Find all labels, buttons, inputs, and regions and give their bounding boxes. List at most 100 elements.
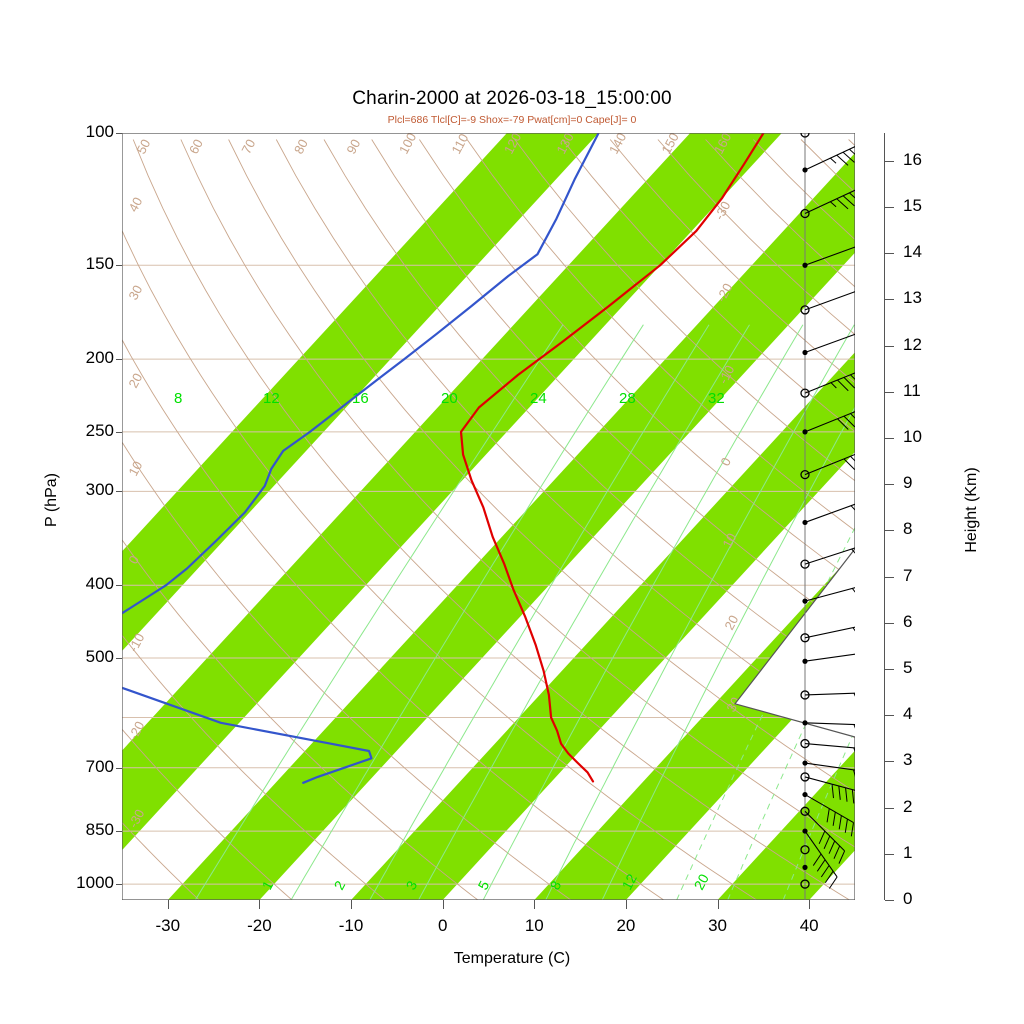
isotherm-band [167,133,855,900]
height-tick-label: 3 [903,750,913,770]
mixing-ratio-label-lower: 12 [619,871,641,892]
barb-full [853,747,855,754]
pressure-tick-mark [116,657,122,659]
barb-full [850,505,855,511]
mixing-ratio-label-upper: 20 [441,390,458,407]
dry-adiabat-label-top: 80 [291,137,311,157]
dry-adiabat-label-right: 10 [719,531,739,551]
barb-staff [804,547,855,565]
barb-staff [804,810,845,852]
barb-staff [804,291,855,311]
barb-tick [820,865,830,878]
temperature-tick-mark [442,900,444,909]
wind-barb [800,806,846,864]
dry-adiabat [122,139,572,900]
dry-adiabat-label-top: 90 [343,137,363,157]
barb-staff [804,653,855,662]
barb-tick [838,815,842,830]
barb-tick [838,785,841,800]
height-tick-label: 12 [903,334,922,354]
temperature-axis-label: Temperature (C) [453,950,571,967]
mixing-ratio-label-upper: 16 [352,390,369,407]
pressure-tick-mark [116,359,122,361]
height-tick-mark [885,391,894,393]
isotherm-band [122,133,782,900]
barb-staff [804,587,855,602]
pressure-tick-label: 1000 [76,873,114,893]
barb-tick [850,822,854,837]
wind-level-dot [802,864,808,870]
barb-staff [804,453,855,476]
dry-adiabat-label-left: 30 [125,283,145,303]
temperature-tick-label: 10 [524,916,544,935]
mixing-ratio-label-upper: 24 [530,390,547,407]
barb-tick [824,870,834,884]
barb-full [842,195,855,207]
barb-staff [804,411,855,433]
height-tick-mark [885,715,894,717]
wind-level-circle [800,845,810,855]
height-tick-mark [885,437,894,439]
dry-adiabat-label-left: 20 [125,371,145,391]
height-tick-mark [885,253,894,255]
barb-full [843,458,855,470]
wind-level-circle [800,879,810,889]
chart-title: Charin-2000 at 2026-03-18_15:00:00 [352,88,672,109]
dry-adiabat [371,139,855,900]
pressure-tick-label: 100 [85,122,114,141]
dry-adiabat [122,139,200,900]
barb-full [849,192,855,199]
wind-level-circle [800,469,810,480]
barb-half [851,548,855,554]
temperature-tick-mark [625,900,627,909]
pressure-tick-label: 250 [85,420,114,440]
barb-tick [838,850,846,864]
barb-tick [816,859,826,872]
dry-adiabat-label-top: 50 [133,137,153,157]
temperature-tick-label: 40 [799,916,819,935]
dry-adiabat [466,139,855,900]
barb-half [830,157,837,164]
barb-tick [826,808,830,823]
barb-tick [833,845,841,859]
dry-adiabat-label-top: 70 [238,137,258,157]
barb-staff [804,692,855,696]
wind-level-circle [800,633,810,643]
barb-tick [828,876,838,889]
wind-barb-column [800,133,855,900]
height-tick-mark [885,299,894,301]
barb-tick [845,787,848,802]
height-tick-label: 7 [903,565,913,585]
mixing-ratio-line [369,324,710,900]
mixing-ratio-line [545,324,855,900]
sounding-dewpoint-line [122,133,600,784]
barb-staff [804,333,855,354]
temperature-tick-label: 0 [437,916,448,935]
height-tick-mark [885,576,894,578]
skewt-canvas: 50 60 70 80 90 100 110 120 130 140 150 160403020100… [122,133,855,900]
isotherm-band [534,133,855,900]
pressure-tick-mark [116,491,122,493]
wind-level-dot [802,658,808,664]
barb-full [836,198,849,210]
pressure-tick-mark [116,585,122,587]
wind-level-circle [800,772,810,782]
mixing-ratio-label-upper: 28 [619,390,636,407]
mixing-ratio-line [194,324,564,900]
barb-staff [804,503,855,523]
wind-barb [802,828,838,889]
barb-staff [804,830,838,878]
wind-level-circle [800,806,810,816]
dry-adiabat-label-left: 40 [125,195,145,215]
dry-adiabat [122,139,664,900]
barb-full [850,413,855,419]
mixing-ratio-label-lower: 20 [691,871,713,892]
pressure-tick-mark [116,133,122,134]
wind-barb [800,879,810,889]
wind-level-circle [800,208,810,219]
height-tick-mark [885,900,894,901]
height-tick-mark [885,530,894,532]
dry-adiabat [122,139,293,900]
temperature-tick-mark [167,900,169,909]
